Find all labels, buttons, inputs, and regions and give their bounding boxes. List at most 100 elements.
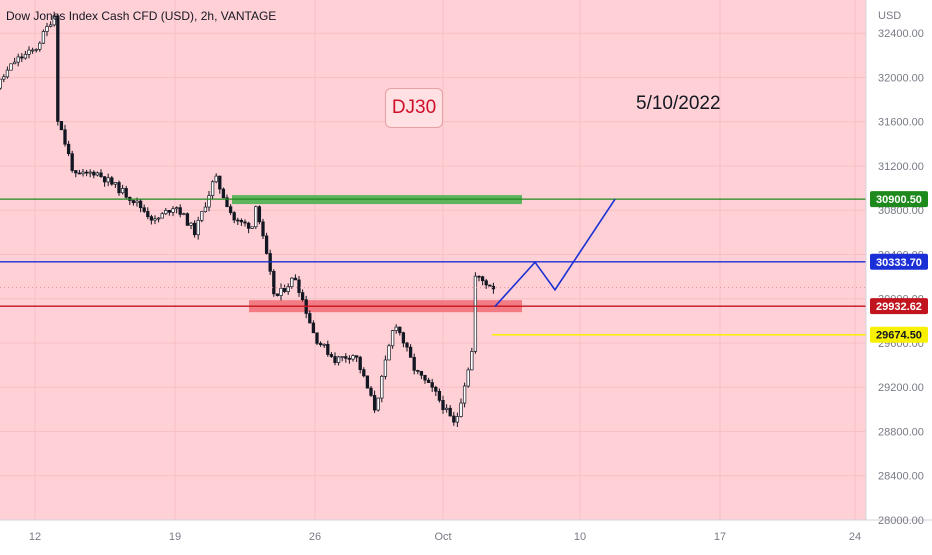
candle	[250, 226, 254, 229]
candle-body	[250, 226, 254, 229]
candle	[372, 390, 377, 414]
candle-body	[160, 213, 164, 219]
candle	[48, 21, 53, 28]
candle	[0, 78, 2, 90]
candle-body	[401, 332, 406, 344]
candle-body	[52, 15, 56, 26]
candle	[297, 276, 301, 297]
candle	[340, 356, 344, 362]
candle-body	[0, 78, 2, 89]
candle	[344, 353, 348, 363]
candle	[117, 180, 121, 196]
candle	[192, 220, 197, 238]
candle-body	[293, 277, 298, 281]
candle-body	[358, 356, 362, 370]
candle-body	[261, 221, 265, 237]
candle	[178, 204, 182, 218]
candle-body	[254, 206, 258, 228]
candle-body	[225, 197, 229, 208]
candle	[315, 332, 319, 346]
candle	[88, 169, 92, 178]
candle	[336, 355, 341, 366]
candle	[365, 375, 370, 389]
candle	[444, 404, 449, 413]
candle-body	[441, 400, 445, 411]
candle-body	[182, 213, 186, 215]
candle	[322, 343, 326, 348]
candle	[293, 274, 298, 281]
candle	[351, 354, 355, 362]
candle-body	[311, 322, 316, 334]
candle-body	[452, 415, 456, 423]
y-tick-label-9: 28800.00	[878, 426, 924, 438]
candle-body	[30, 49, 35, 52]
candle-body	[5, 69, 10, 78]
candle-body	[23, 53, 28, 59]
price-tag-label: 29932.62	[876, 301, 922, 313]
candle	[300, 289, 305, 302]
candle-body	[153, 218, 157, 221]
candle-body	[178, 207, 182, 215]
candle-body	[135, 200, 139, 204]
candle	[189, 222, 193, 230]
candle	[92, 170, 96, 179]
plot-background	[0, 0, 866, 520]
candle	[459, 398, 463, 418]
candle-body	[203, 206, 208, 213]
price-tag-background	[870, 253, 928, 270]
candle-body	[207, 195, 211, 208]
candle-body	[246, 222, 251, 229]
price-tag-label: 30900.50	[876, 194, 922, 206]
price-tag-resistance-line: 30900.50	[870, 191, 928, 208]
candle-body	[448, 407, 452, 417]
candle-body	[380, 375, 384, 399]
candle	[20, 53, 24, 62]
candle	[333, 352, 337, 366]
candle	[38, 41, 42, 52]
time-axis-background	[0, 520, 932, 550]
candle-body	[455, 416, 460, 423]
candle-body	[120, 188, 125, 194]
candle	[329, 352, 334, 358]
candle-body	[426, 379, 431, 383]
candle	[9, 63, 13, 71]
candle-body	[200, 211, 204, 221]
candle-body	[16, 56, 20, 63]
candle-body	[171, 208, 175, 213]
projection-path[interactable]	[494, 198, 616, 308]
candle-body	[434, 386, 438, 392]
candle	[290, 277, 294, 289]
candle	[394, 324, 398, 334]
candle-body	[376, 397, 380, 411]
candle	[167, 209, 172, 216]
candle-body	[221, 188, 226, 199]
candle-body	[329, 354, 334, 357]
candle	[318, 341, 323, 347]
candle	[77, 169, 82, 175]
price-tags: 30900.50 30333.70 29932.62 29674.50	[870, 191, 928, 343]
candle-body	[362, 369, 366, 377]
x-tick-label-4: 10	[574, 531, 586, 543]
price-tag-label: 30333.70	[876, 257, 922, 269]
candle-body	[56, 15, 60, 122]
candle	[408, 344, 413, 358]
candle-body	[210, 181, 215, 196]
candle-body	[167, 209, 172, 213]
candle-body	[214, 175, 218, 183]
candle-body	[383, 359, 388, 377]
candles	[0, 11, 496, 428]
candle-body	[84, 171, 89, 174]
candle-body	[326, 343, 330, 355]
candle	[376, 397, 380, 412]
candle	[239, 218, 244, 226]
candle-body	[2, 76, 6, 80]
candle	[5, 66, 10, 79]
currency-label: USD	[878, 10, 901, 22]
candle	[286, 283, 290, 295]
candle-body	[437, 390, 442, 401]
candle-body	[228, 206, 233, 213]
candle-body	[462, 385, 467, 404]
candle	[124, 185, 128, 199]
candle	[311, 320, 316, 334]
